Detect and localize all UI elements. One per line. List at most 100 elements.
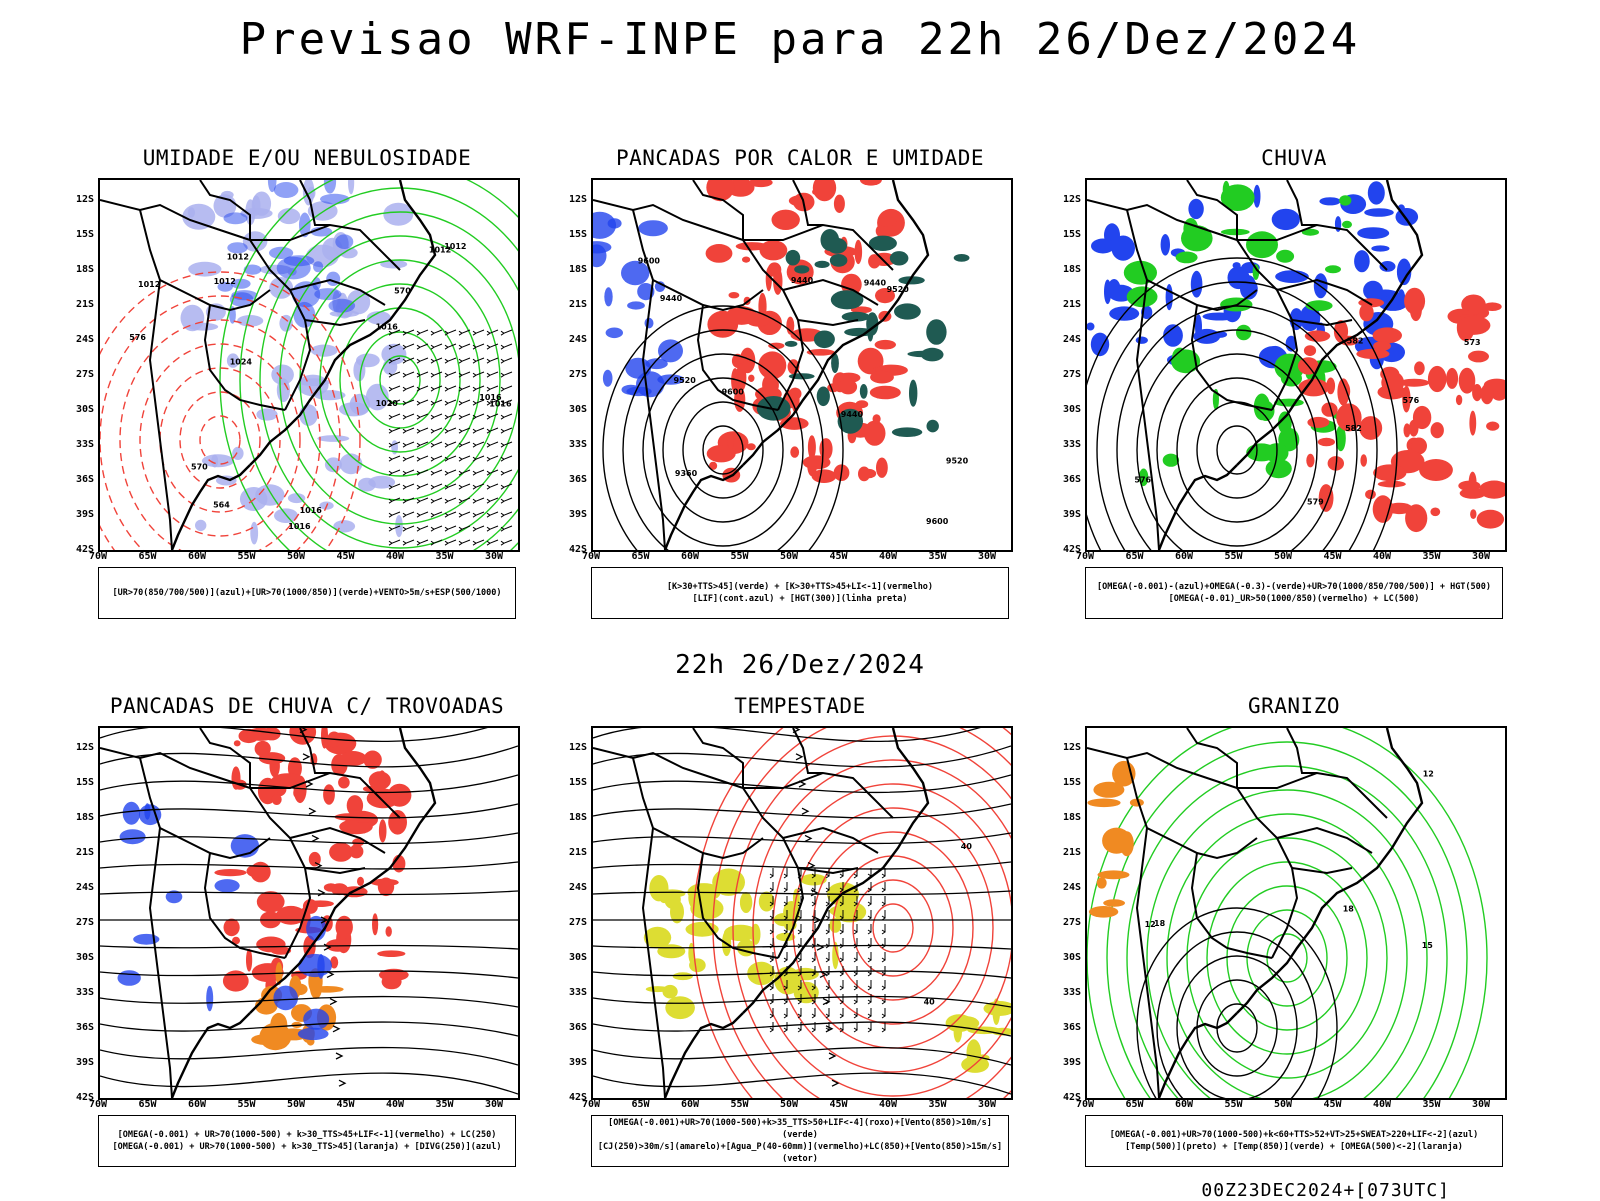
- lon-label: 55W: [730, 1099, 749, 1110]
- red-dashed-contours: [100, 271, 361, 550]
- lat-label: 24S: [568, 334, 587, 345]
- lon-label: 45W: [829, 1099, 848, 1110]
- lc250-streamlines: [100, 728, 518, 1095]
- lon-label: 60W: [1174, 1099, 1194, 1110]
- lat-label: 12S: [568, 194, 587, 205]
- lon-label: 70W: [1075, 1099, 1095, 1110]
- lon-label: 70W: [88, 1099, 108, 1110]
- legend-line: [OMEGA(-0.001)+UR>70(1000-500)+k<60+TTS>…: [1109, 1130, 1479, 1140]
- lat-label: 36S: [1062, 474, 1081, 485]
- country-borders: [100, 180, 401, 550]
- lon-label: 45W: [336, 551, 355, 562]
- lat-label: 42S: [568, 544, 587, 555]
- contour-label: 1016: [376, 322, 399, 331]
- lat-label: 30S: [568, 404, 587, 415]
- coastline-south: [1157, 464, 1238, 550]
- lon-label: 50W: [286, 1099, 306, 1110]
- lat-label: 24S: [1062, 882, 1081, 893]
- lon-label: 40W: [878, 1099, 898, 1110]
- legend-box: [UR>70(850/700/500)](azul)+[UR>70(1000/8…: [98, 567, 516, 619]
- lat-label: 21S: [75, 299, 94, 310]
- lon-label: 35W: [1422, 551, 1441, 562]
- legend-line: [LIF](cont.azul) + [HGT(300)](linha pret…: [692, 594, 908, 604]
- lon-label: 40W: [1372, 1099, 1392, 1110]
- contour-label: 1016: [300, 506, 323, 515]
- lat-label: 27S: [75, 369, 94, 380]
- lat-label: 36S: [75, 474, 94, 485]
- contour-label: 1016: [479, 393, 502, 402]
- contour-label: 579: [1307, 498, 1324, 507]
- coastline-south: [170, 1012, 251, 1098]
- contour-label: 1024: [230, 358, 253, 367]
- hgt300-contours: [602, 305, 844, 550]
- lon-label: 30W: [1471, 1099, 1491, 1110]
- lat-label: 33S: [1062, 987, 1081, 998]
- lon-label: 30W: [484, 1099, 504, 1110]
- country-borders: [593, 728, 894, 1098]
- legend-line: [CJ(250)>30m/s](amarelo)+[Agua_P(40-60mm…: [597, 1142, 1003, 1164]
- lat-label: 39S: [75, 509, 94, 520]
- contour-label: 18: [1343, 905, 1355, 914]
- lon-label: 60W: [1174, 551, 1194, 562]
- coastline: [1236, 728, 1424, 1014]
- legend-line: [UR>70(850/700/500)](azul)+[UR>70(1000/8…: [112, 588, 502, 598]
- lon-label: 30W: [977, 551, 997, 562]
- lat-label: 27S: [568, 369, 587, 380]
- lat-label: 18S: [568, 264, 587, 275]
- contour-label: 9440: [864, 279, 887, 288]
- map-canvas: 9600 9520 9440 9600 9520 9440 9360 9600 9520 9440…: [591, 178, 1013, 552]
- lon-label: 70W: [581, 551, 601, 562]
- lon-label: 45W: [1323, 551, 1342, 562]
- lon-label: 60W: [680, 1099, 700, 1110]
- lat-label: 15S: [75, 777, 94, 788]
- lat-label: 30S: [75, 952, 94, 963]
- legend-box: [OMEGA(-0.001)+UR>70(1000-500)+k<60+TTS>…: [1085, 1115, 1503, 1167]
- lat-label: 42S: [568, 1092, 587, 1103]
- lon-label: 55W: [1224, 551, 1243, 562]
- map-canvas: 1012 1012 1016 1016 1012 1016 1020 1024 1012 1016…: [98, 178, 520, 552]
- lat-label: 18S: [75, 812, 94, 823]
- lat-label: 18S: [75, 264, 94, 275]
- legend-box: [OMEGA(-0.001)-(azul)+OMEGA(-0.3)-(verde…: [1085, 567, 1503, 619]
- contour-label: 576: [129, 333, 146, 342]
- lat-label: 36S: [568, 1022, 587, 1033]
- contour-label: 9600: [926, 517, 949, 526]
- lat-label: 39S: [568, 509, 587, 520]
- legend-line: [OMEGA(-0.01)_UR>50(1000/850)(vermelho) …: [1168, 594, 1420, 604]
- lon-label: 55W: [237, 551, 256, 562]
- lat-label: 42S: [75, 544, 94, 555]
- contour-label: 9520: [887, 285, 910, 294]
- lat-label: 27S: [1062, 917, 1081, 928]
- coastline: [249, 728, 437, 1014]
- contour-label: 576: [1134, 475, 1151, 484]
- lat-label: 18S: [568, 812, 587, 823]
- country-borders: [1087, 180, 1388, 550]
- lat-label: 33S: [75, 439, 94, 450]
- lif-area: [593, 211, 685, 398]
- lon-label: 70W: [88, 551, 108, 562]
- contour-label: 9600: [722, 387, 745, 396]
- lat-label: 33S: [568, 987, 587, 998]
- mid-date: 22h 26/Dez/2024: [675, 650, 925, 680]
- lat-label: 30S: [1062, 952, 1081, 963]
- legend-line: [OMEGA(-0.001) + UR>70(1000-500) + k>30_…: [117, 1130, 497, 1140]
- lat-label: 15S: [1062, 777, 1081, 788]
- lat-label: 39S: [568, 1057, 587, 1068]
- lon-label: 70W: [1075, 551, 1095, 562]
- contour-label: 582: [1345, 424, 1362, 433]
- lon-label: 60W: [187, 1099, 207, 1110]
- country-borders: [593, 180, 894, 550]
- lon-label: 55W: [1224, 1099, 1243, 1110]
- country-borders: [1087, 728, 1388, 1098]
- contour-label: 1012: [227, 252, 249, 261]
- contour-label: 573: [1464, 338, 1481, 347]
- map-canvas: 582 576 579 582 573 576: [1085, 178, 1507, 552]
- umidade-labels: 1012 101210161016101210161020102410121016…: [129, 242, 512, 531]
- legend-box: [OMEGA(-0.001)+UR>70(1000-500)+k>35_TTS>…: [591, 1115, 1009, 1167]
- country-borders: [100, 728, 401, 1098]
- lon-label: 65W: [138, 1099, 157, 1110]
- coastline-south: [663, 464, 744, 550]
- lat-label: 42S: [1062, 1092, 1081, 1103]
- legend-line: [OMEGA(-0.001)+UR>70(1000-500)+k>35_TTS>…: [608, 1118, 992, 1140]
- lon-label: 60W: [680, 551, 700, 562]
